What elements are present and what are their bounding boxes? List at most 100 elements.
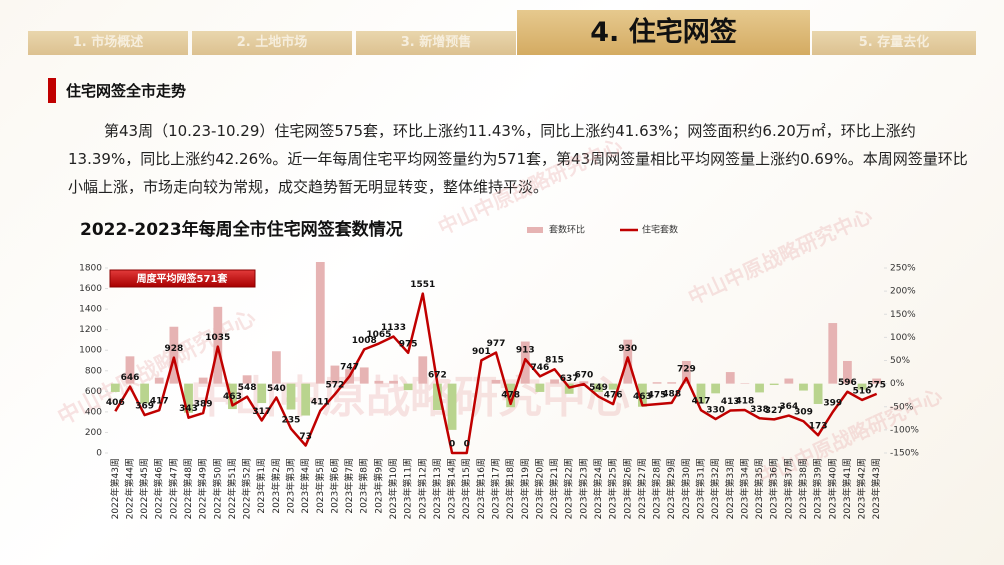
y-tick-label: 1400 <box>79 305 102 315</box>
data-label: 478 <box>501 390 520 400</box>
bar <box>594 383 603 392</box>
nav-tab[interactable]: 4. 住宅网签 <box>517 10 810 55</box>
y2-tick-label: -50% <box>890 402 914 412</box>
legend-swatch <box>527 227 543 233</box>
data-label: 901 <box>472 347 491 357</box>
bar <box>184 383 193 413</box>
y2-tick-label: -100% <box>890 425 919 435</box>
data-label: 977 <box>487 339 506 349</box>
x-tick-label: 2023年第38周 <box>797 458 809 519</box>
data-label: 463 <box>633 392 652 402</box>
y2-tick-label: 100% <box>890 333 916 343</box>
data-label: 413 <box>721 397 740 407</box>
data-label: 637 <box>560 374 579 384</box>
data-label: 1008 <box>352 336 377 346</box>
data-label: 475 <box>648 391 667 401</box>
nav-tab[interactable]: 1. 市场概述 <box>28 31 188 55</box>
bar <box>681 360 691 384</box>
legend-label: 套数环比 <box>549 224 585 236</box>
data-label: 572 <box>326 381 345 391</box>
data-label: 417 <box>150 397 169 407</box>
nav-tab[interactable]: 5. 存量去化 <box>812 31 976 55</box>
y2-tick-label: -150% <box>890 449 919 459</box>
data-label: 235 <box>282 415 301 425</box>
data-label: 338 <box>750 405 769 415</box>
bar <box>286 383 296 410</box>
bar <box>330 365 340 384</box>
y-tick-label: 0 <box>96 449 102 459</box>
bar <box>711 383 721 394</box>
legend-label: 住宅套数 <box>642 224 678 236</box>
bar <box>857 383 867 390</box>
x-tick-label: 2023年第39周 <box>812 458 824 519</box>
y-tick-label: 400 <box>85 407 102 417</box>
data-label: 173 <box>809 422 828 432</box>
bar <box>228 383 237 410</box>
x-tick-label: 2023年第14周 <box>446 458 458 519</box>
y2-tick-label: 150% <box>890 310 916 320</box>
bar <box>418 356 428 384</box>
bar <box>315 262 325 384</box>
y2-tick-label: 50% <box>890 356 910 366</box>
bar <box>242 375 252 384</box>
y-tick-label: 1000 <box>79 346 102 356</box>
section-marker <box>48 78 56 103</box>
bar <box>608 383 618 390</box>
bar <box>843 360 852 384</box>
data-label: 548 <box>238 383 257 393</box>
y2-tick-label: 250% <box>890 264 916 274</box>
x-tick-label: 2023年第9周 <box>372 458 384 514</box>
x-tick-label: 2023年第16周 <box>475 458 487 519</box>
data-label: 406 <box>106 398 125 408</box>
data-label: 670 <box>574 371 593 381</box>
bar <box>535 383 545 392</box>
y2-tick-label: 200% <box>890 287 916 297</box>
data-label: 0 <box>449 440 455 450</box>
x-tick-label: 2023年第24周 <box>592 458 604 519</box>
x-tick-label: 2023年第11周 <box>402 458 414 519</box>
nav-tab[interactable]: 2. 土地市场 <box>192 31 352 55</box>
bar <box>725 372 735 384</box>
bar <box>491 379 501 384</box>
x-tick-label: 2023年第15周 <box>460 458 472 519</box>
data-label: 928 <box>164 344 183 354</box>
data-label: 327 <box>765 406 784 416</box>
data-label: 399 <box>823 398 842 408</box>
x-tick-label: 2023年第31周 <box>694 458 706 519</box>
annotation: 周度平均网签571套 <box>137 272 229 285</box>
x-tick-label: 2023年第18周 <box>504 458 516 519</box>
x-tick-label: 2023年第25周 <box>607 458 619 519</box>
data-label: 369 <box>135 402 154 412</box>
x-tick-label: 2022年第44周 <box>123 458 135 519</box>
x-tick-label: 2023年第10周 <box>387 458 399 519</box>
bar <box>799 383 808 391</box>
x-tick-label: 2023年第4周 <box>299 458 311 514</box>
x-tick-label: 2023年第29周 <box>665 458 677 519</box>
x-tick-label: 2022年第46周 <box>153 458 165 519</box>
bar <box>638 383 647 407</box>
annotation-box <box>109 269 256 288</box>
x-tick-label: 2023年第17周 <box>490 458 502 519</box>
bar <box>140 383 149 404</box>
x-tick-label: 2022年第47周 <box>167 458 179 519</box>
data-label: 417 <box>692 397 711 407</box>
data-label: 0 <box>464 440 470 450</box>
data-label: 330 <box>706 406 725 416</box>
x-tick-label: 2023年第32周 <box>709 458 721 519</box>
y-tick-label: 200 <box>85 428 102 438</box>
data-label: 488 <box>662 389 681 399</box>
nav-tab[interactable]: 3. 新增预售 <box>356 31 516 55</box>
bar <box>271 351 281 384</box>
data-label: 596 <box>838 378 857 388</box>
x-tick-label: 2023年第42周 <box>856 458 868 519</box>
x-tick-label: 2023年第27周 <box>636 458 648 519</box>
y-tick-label: 1600 <box>79 284 102 294</box>
x-tick-label: 2023年第43周 <box>870 458 882 519</box>
x-tick-label: 2023年第21周 <box>548 458 560 519</box>
y-tick-label: 1800 <box>79 264 102 274</box>
data-label: 747 <box>340 363 359 373</box>
data-label: 476 <box>604 391 623 401</box>
x-tick-label: 2022年第51周 <box>226 458 238 519</box>
